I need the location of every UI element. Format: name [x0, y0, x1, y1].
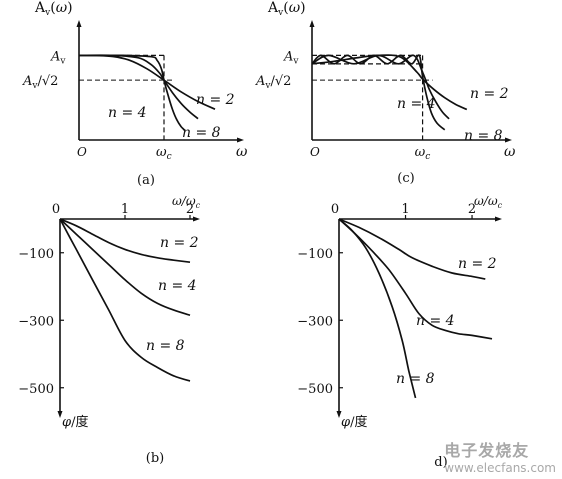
origin-label: O: [77, 145, 87, 159]
axis-arrowhead: [336, 411, 342, 418]
series-label-n2: n = 2: [458, 256, 497, 272]
panel-d: 0 1 2 −100 −300 −500 ω/ωc φ/度 n = 2 n = 4 n = 8 d): [297, 194, 502, 470]
series-label-n8: n = 8: [146, 338, 185, 354]
x-axis-label: ω/ωc: [474, 194, 503, 210]
y-tick-label: −100: [18, 247, 54, 262]
x-axis-label: ω: [504, 144, 516, 160]
curve-n8: [311, 54, 446, 131]
watermark: 电子发烧友 www.elecfans.com: [444, 437, 556, 475]
series-label-n2: n = 2: [470, 86, 509, 102]
curve-n2: [59, 218, 191, 264]
curve-n4: [311, 54, 450, 120]
y-tick-label: −100: [297, 247, 333, 262]
y-tick-label: −500: [18, 382, 54, 397]
caption: (a): [137, 173, 155, 188]
series-label-n2: n = 2: [196, 92, 235, 108]
caption: (b): [146, 451, 164, 466]
origin-label: O: [310, 145, 320, 159]
curve-n2: [311, 54, 468, 111]
y-tick-label: −300: [297, 314, 333, 329]
x-axis-label: ω/ωc: [172, 194, 201, 210]
curve-n8: [78, 54, 186, 132]
watermark-name: 电子发烧友: [444, 441, 530, 460]
panel-a: Av(ω) Av Av/√2 O ωc ω n = 2 n = 4 n = 8 (a): [22, 0, 248, 188]
level-label-av: Av: [50, 49, 66, 66]
curve-n4: [59, 218, 191, 317]
level-label-av-sqrt2: Av/√2: [22, 74, 58, 91]
level-label-av-sqrt2: Av/√2: [255, 74, 291, 91]
series-label-n4: n = 4: [158, 278, 197, 294]
level-label-av: Av: [283, 49, 299, 66]
x-tick-label: 2: [468, 202, 476, 217]
y-axis-label: Av(ω): [34, 0, 73, 18]
x-tick-label-wc: ωc: [415, 145, 431, 162]
y-axis-label: Av(ω): [267, 0, 306, 18]
series-label-n4: n = 4: [416, 313, 455, 329]
axis-arrowhead: [57, 411, 63, 418]
curve-n8: [338, 218, 417, 399]
curve-n4: [338, 218, 493, 340]
curve-n2: [338, 218, 486, 280]
caption: (c): [397, 171, 414, 186]
series-label-n8: n = 8: [182, 125, 221, 141]
x-tick-label-wc: ωc: [156, 145, 172, 162]
axis-arrowhead: [505, 137, 512, 143]
watermark-url: www.elecfans.com: [444, 461, 556, 475]
x-tick-label: 2: [186, 202, 194, 217]
axis-arrowhead: [495, 216, 502, 222]
y-tick-label: −500: [297, 382, 333, 397]
x-axis-label: ω: [236, 144, 248, 160]
series-label-n4: n = 4: [397, 96, 436, 112]
y-axis-label: φ/度: [341, 414, 368, 430]
axis-arrowhead: [76, 20, 82, 27]
curve-n2: [78, 54, 216, 110]
x-tick-label: 0: [331, 202, 339, 217]
x-tick-label: 0: [52, 202, 60, 217]
series-label-n8: n = 8: [396, 371, 435, 387]
panel-b: 0 1 2 −100 −300 −500 ω/ωc φ/度 n = 2 n = 4 n = 8 (b): [18, 194, 200, 466]
axis-arrowhead: [237, 137, 244, 143]
y-tick-label: −300: [18, 314, 54, 329]
x-tick-label: 1: [401, 202, 409, 217]
series-label-n4: n = 4: [108, 105, 147, 121]
x-tick-label: 1: [121, 202, 129, 217]
y-axis-label: φ/度: [62, 414, 89, 430]
series-label-n2: n = 2: [160, 235, 199, 251]
series-label-n8: n = 8: [464, 128, 503, 144]
curve-n8: [59, 218, 191, 382]
panel-c: Av(ω) Av Av/√2 O ωc ω n = 2 n = 4 n = 8 (c): [255, 0, 516, 186]
axis-arrowhead: [309, 20, 315, 27]
axis-arrowhead: [193, 216, 200, 222]
caption: d): [434, 455, 447, 470]
